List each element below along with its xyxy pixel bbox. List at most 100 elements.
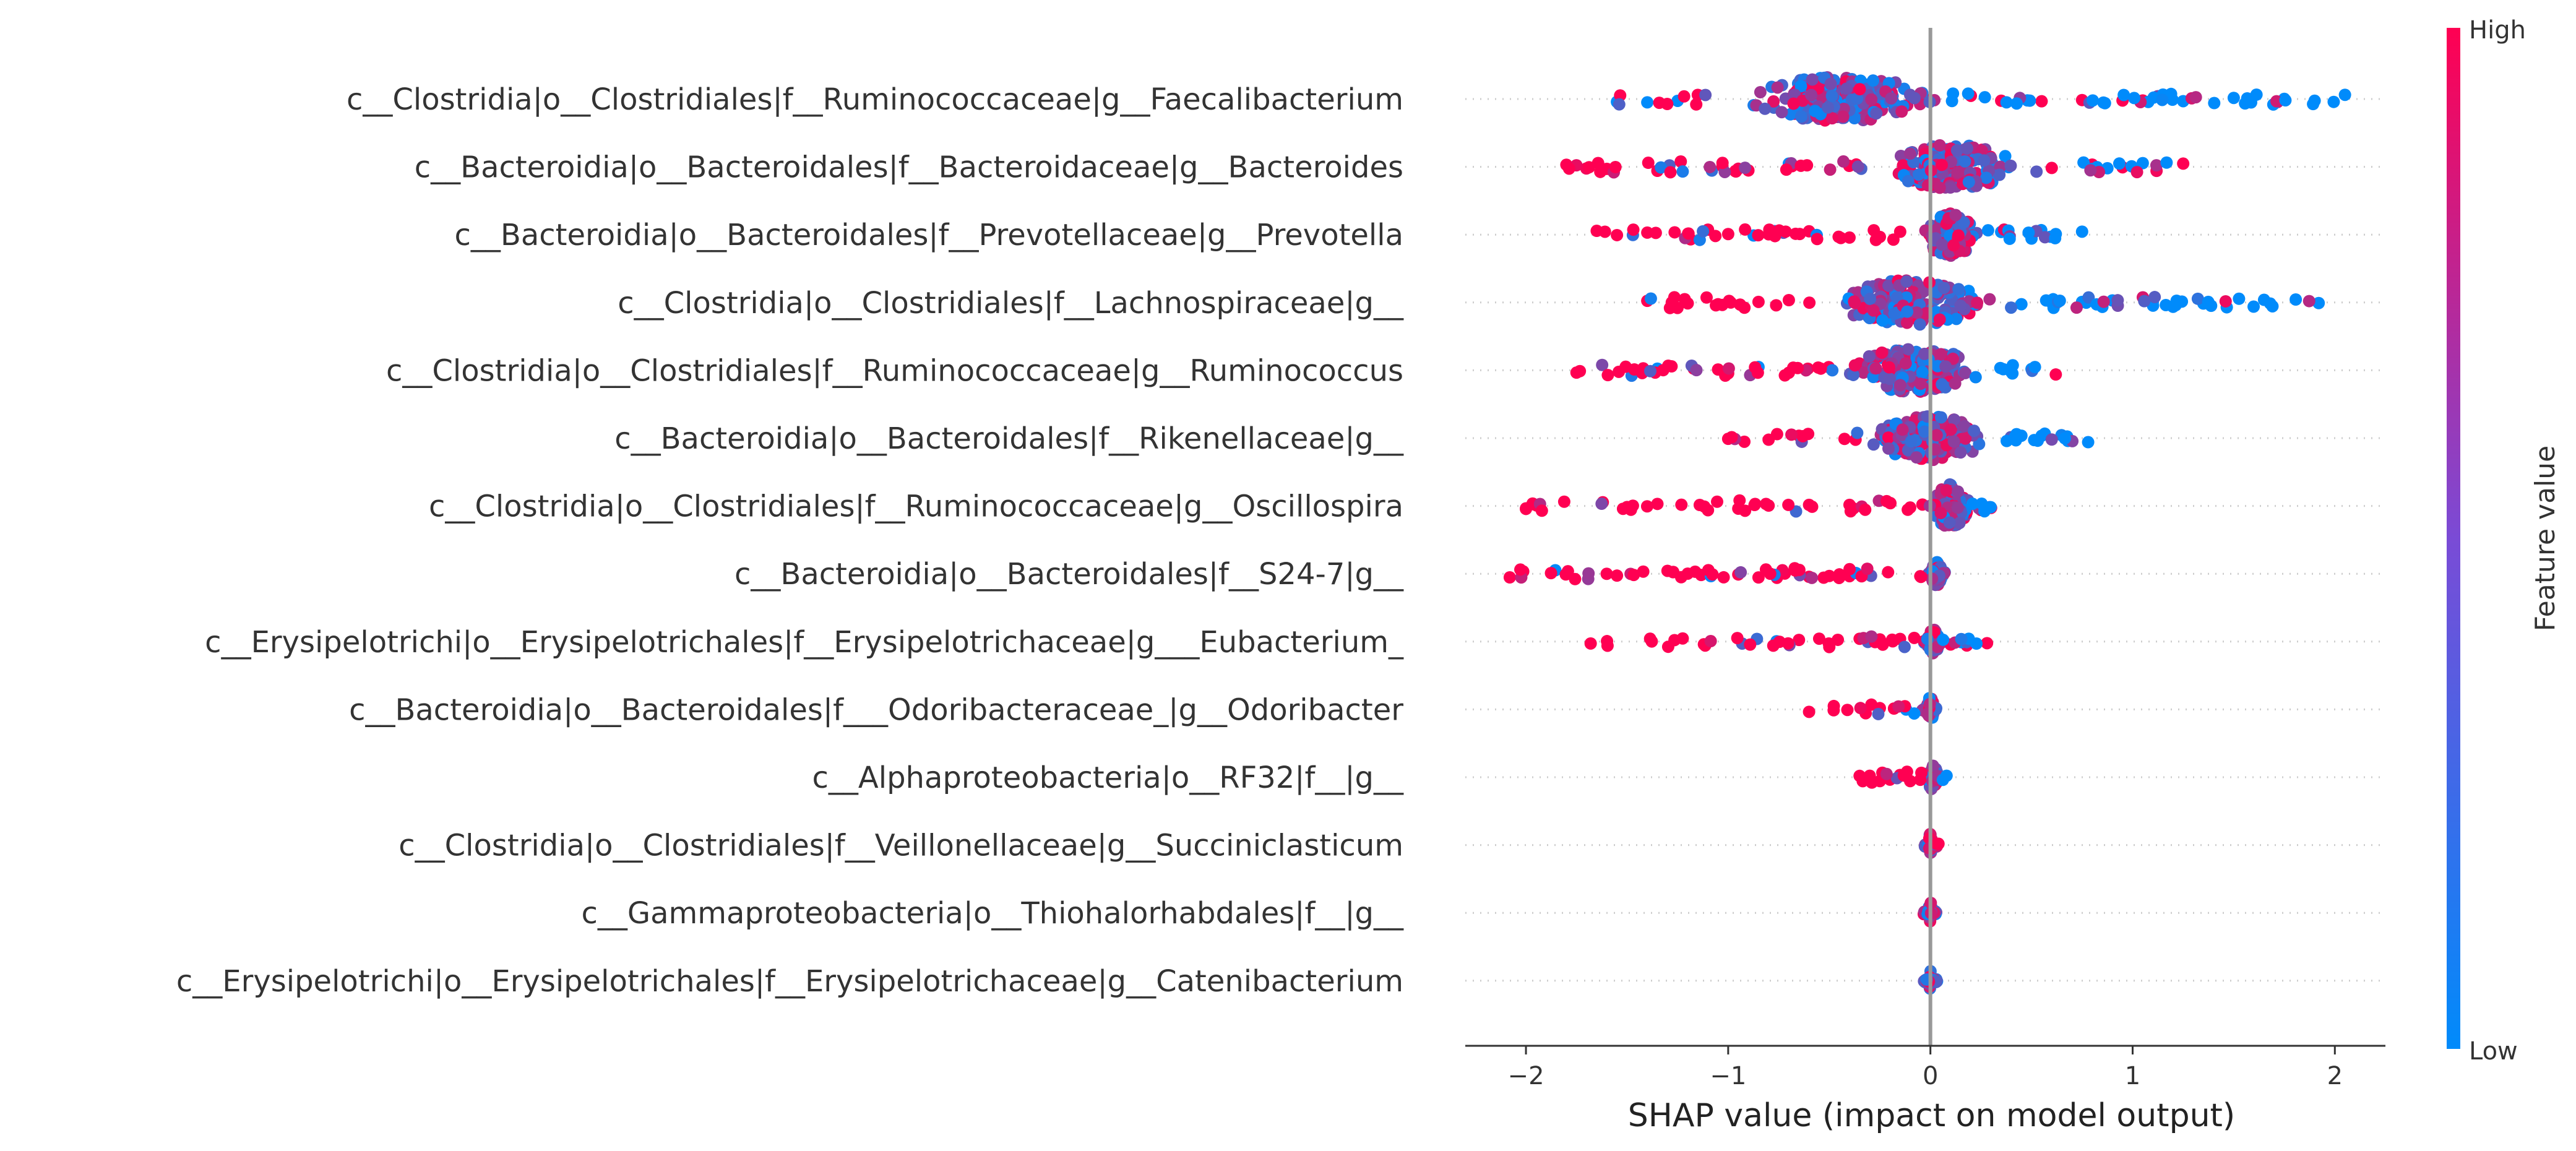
shap-point: [1665, 296, 1678, 309]
shap-point: [1598, 225, 1611, 238]
shap-point: [1893, 379, 1906, 392]
shap-point: [1971, 296, 1984, 309]
shap-point: [2003, 232, 2016, 245]
x-tick-label: 2: [2327, 1062, 2343, 1090]
shap-point: [2208, 97, 2221, 110]
shap-point: [1851, 426, 1864, 439]
shap-point: [1888, 307, 1901, 320]
shap-point: [1851, 160, 1864, 173]
feature-label: c__Bacteroidia|o__Bacteroidales|f__S24-7…: [734, 557, 1404, 592]
shap-point: [2082, 291, 2095, 304]
shap-point: [2004, 159, 2017, 172]
shap-point: [1983, 293, 1996, 306]
shap-point: [1837, 155, 1850, 168]
shap-point: [1932, 837, 1945, 850]
shap-point: [1876, 346, 1889, 359]
shap-points: [1503, 71, 2351, 995]
shap-point: [1933, 181, 1946, 194]
shap-point: [1739, 162, 1752, 175]
shap-point: [1782, 294, 1795, 307]
shap-point: [1693, 499, 1706, 512]
shap-point: [1809, 105, 1822, 118]
shap-point: [1562, 162, 1575, 175]
shap-point: [1725, 296, 1738, 309]
shap-point: [1806, 73, 1819, 86]
shap-point: [2045, 162, 2058, 175]
shap-point: [1763, 223, 1776, 236]
shap-point: [1935, 158, 1948, 171]
feature-label: c__Bacteroidia|o__Bacteroidales|f__Bacte…: [415, 150, 1403, 185]
shap-point: [1627, 569, 1640, 582]
shap-point: [1867, 304, 1880, 317]
feature-label: c__Bacteroidia|o__Bacteroidales|f___Odor…: [349, 692, 1403, 727]
shap-point: [2045, 433, 2058, 446]
shap-point: [1773, 224, 1786, 237]
shap-point: [1897, 769, 1910, 782]
shap-point: [1918, 425, 1931, 438]
shap-point: [1966, 498, 1979, 511]
feature-label: c__Erysipelotrichi|o__Erysipelotrichales…: [205, 625, 1404, 660]
shap-point: [1954, 446, 1967, 459]
shap-point: [1870, 107, 1883, 120]
x-tick-label: −2: [1508, 1062, 1544, 1090]
shap-point: [1710, 299, 1723, 312]
shap-point: [1601, 635, 1614, 648]
shap-point: [1865, 630, 1878, 643]
shap-point: [1722, 362, 1735, 375]
shap-point: [1885, 633, 1898, 646]
shap-point: [1900, 316, 1913, 329]
shap-point: [2022, 226, 2035, 239]
shap-point: [2170, 294, 2183, 307]
shap-point: [1914, 377, 1927, 390]
shap-point: [1827, 704, 1840, 717]
shap-point: [1993, 168, 2006, 181]
shap-point: [1898, 640, 1911, 653]
shap-point: [1825, 90, 1838, 103]
shap-point: [1655, 161, 1668, 174]
shap-point: [1682, 227, 1695, 240]
shap-point: [1794, 110, 1807, 123]
feature-row: c__Erysipelotrichi|o__Erysipelotrichales…: [205, 625, 2385, 660]
shap-point: [1637, 565, 1650, 578]
shap-point: [1901, 305, 1914, 318]
shap-point: [1805, 88, 1818, 101]
shap-point: [1628, 363, 1641, 376]
shap-point: [1824, 77, 1837, 90]
feature-row: c__Erysipelotrichi|o__Erysipelotrichales…: [176, 964, 2385, 999]
shap-point: [1739, 504, 1752, 517]
shap-point: [1583, 161, 1596, 174]
shap-point: [1915, 766, 1928, 779]
shap-point: [2040, 294, 2053, 307]
shap-point: [2189, 91, 2202, 104]
shap-point: [1739, 223, 1752, 236]
shap-point: [1582, 567, 1595, 580]
shap-point: [1851, 92, 1864, 105]
feature-rows: c__Clostridia|o__Clostridiales|f__Rumino…: [176, 82, 2385, 999]
shap-point: [1793, 634, 1806, 647]
shap-point: [1981, 224, 1994, 237]
shap-point: [1876, 423, 1889, 436]
shap-point: [1931, 222, 1944, 235]
shap-point: [1856, 775, 1869, 788]
shap-point: [1975, 498, 1988, 511]
shap-point: [1770, 428, 1783, 441]
shap-point: [1709, 230, 1722, 243]
shap-point: [1947, 435, 1960, 448]
shap-point: [1960, 142, 1973, 155]
shap-point: [1584, 637, 1597, 650]
shap-point: [1897, 159, 1910, 172]
shap-point: [1916, 366, 1929, 379]
shap-point: [1710, 495, 1723, 508]
shap-point: [1979, 171, 1992, 184]
shap-point: [2150, 159, 2163, 172]
shap-point: [1595, 498, 1608, 511]
shap-point: [1915, 571, 1928, 584]
shap-point: [1738, 301, 1751, 314]
shap-point: [1902, 343, 1915, 356]
shap-point: [1752, 295, 1765, 308]
shap-point: [1943, 516, 1956, 529]
shap-point: [1866, 776, 1879, 789]
shap-point: [1962, 176, 1975, 189]
shap-point: [2264, 297, 2277, 310]
